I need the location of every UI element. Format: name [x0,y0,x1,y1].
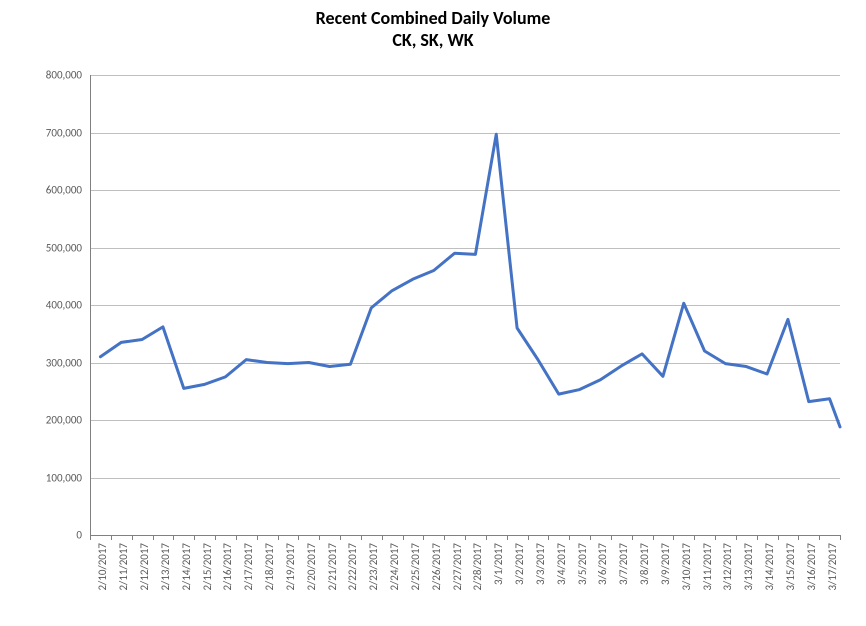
x-axis-label: 2/26/2017 [430,543,443,591]
x-axis-label: 3/14/2017 [763,543,776,591]
x-tick [590,535,591,540]
x-axis-label: 2/22/2017 [346,543,359,591]
y-axis-label: 500,000 [22,241,82,254]
chart-title: Recent Combined Daily Volume CK, SK, WK [0,8,866,51]
x-axis-label: 2/10/2017 [96,543,109,591]
x-axis-label: 3/16/2017 [805,543,818,591]
chart-title-line1: Recent Combined Daily Volume [0,8,866,30]
x-tick [673,535,674,540]
x-axis-label: 3/15/2017 [784,543,797,591]
x-axis-label: 2/19/2017 [284,543,297,591]
x-tick [715,535,716,540]
x-tick [215,535,216,540]
x-tick [528,535,529,540]
x-axis-label: 3/13/2017 [742,543,755,591]
x-axis-label: 3/7/2017 [617,543,630,585]
x-axis-label: 2/23/2017 [367,543,380,591]
x-axis-label: 2/27/2017 [451,543,464,591]
x-tick [257,535,258,540]
x-axis-label: 3/4/2017 [555,543,568,585]
x-tick [798,535,799,540]
chart-container: Recent Combined Daily Volume CK, SK, WK … [0,0,866,626]
x-tick [194,535,195,540]
x-tick [319,535,320,540]
x-tick [819,535,820,540]
x-axis-label: 2/28/2017 [471,543,484,591]
x-tick [298,535,299,540]
x-tick [340,535,341,540]
x-tick [736,535,737,540]
x-tick [403,535,404,540]
x-tick [111,535,112,540]
x-tick [569,535,570,540]
x-tick [548,535,549,540]
x-axis-label: 2/16/2017 [221,543,234,591]
x-axis-label: 3/2/2017 [513,543,526,585]
x-tick [236,535,237,540]
x-axis-label: 2/17/2017 [242,543,255,591]
x-tick [153,535,154,540]
x-tick [840,535,841,540]
y-axis-label: 200,000 [22,414,82,427]
y-axis-label: 800,000 [22,69,82,82]
x-tick [694,535,695,540]
x-tick [465,535,466,540]
x-tick [382,535,383,540]
x-tick [278,535,279,540]
x-axis-label: 2/25/2017 [409,543,422,591]
x-tick [361,535,362,540]
x-axis-label: 3/11/2017 [701,543,714,591]
y-axis-label: 600,000 [22,184,82,197]
y-axis-label: 0 [22,529,82,542]
y-axis-label: 400,000 [22,299,82,312]
line-series [90,75,840,535]
x-tick [173,535,174,540]
x-tick [653,535,654,540]
x-tick [444,535,445,540]
plot-area: 0100,000200,000300,000400,000500,000600,… [90,75,840,535]
x-axis-label: 2/14/2017 [180,543,193,591]
x-axis-label: 2/11/2017 [117,543,130,591]
x-axis-label: 3/1/2017 [492,543,505,585]
chart-title-line2: CK, SK, WK [0,30,866,52]
x-tick [486,535,487,540]
y-axis-label: 100,000 [22,471,82,484]
x-axis-label: 3/3/2017 [534,543,547,585]
x-axis-label: 3/6/2017 [596,543,609,585]
y-axis-label: 700,000 [22,126,82,139]
x-tick [423,535,424,540]
x-tick [90,535,91,540]
x-axis-label: 3/9/2017 [659,543,672,585]
x-tick [778,535,779,540]
x-axis-label: 3/10/2017 [680,543,693,591]
x-axis-label: 3/17/2017 [826,543,839,591]
y-axis-label: 300,000 [22,356,82,369]
x-axis-label: 3/5/2017 [576,543,589,585]
x-axis-label: 2/15/2017 [201,543,214,591]
x-axis-label: 2/21/2017 [326,543,339,591]
x-axis-label: 2/20/2017 [305,543,318,591]
x-tick [757,535,758,540]
x-axis-label: 2/18/2017 [263,543,276,591]
x-axis-label: 2/13/2017 [159,543,172,591]
x-axis-label: 3/8/2017 [638,543,651,585]
x-tick [507,535,508,540]
x-tick [611,535,612,540]
x-axis-label: 3/12/2017 [721,543,734,591]
x-tick [632,535,633,540]
x-tick [132,535,133,540]
x-axis-label: 2/24/2017 [388,543,401,591]
x-axis-label: 2/12/2017 [138,543,151,591]
